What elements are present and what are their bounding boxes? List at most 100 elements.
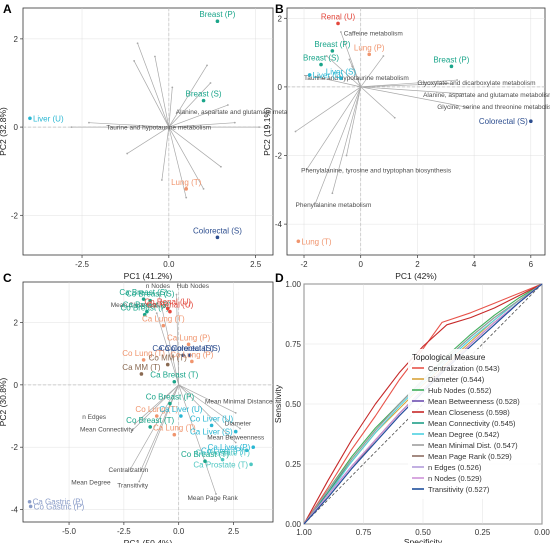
loading-vector — [88, 122, 169, 128]
point-label: Lung (T) — [171, 178, 202, 187]
loading-vector — [306, 86, 362, 170]
y-tick-label: 0.00 — [285, 520, 301, 529]
point-label: Colorectal (S) — [193, 226, 242, 235]
loading-vector-tip — [331, 192, 334, 195]
point-label: Co Liver (P) — [201, 446, 244, 455]
data-point — [215, 235, 220, 240]
data-point — [220, 457, 225, 462]
loading-vector-tip — [325, 55, 328, 57]
y-tick-label: 2 — [14, 319, 19, 328]
loading-vector-tip — [138, 480, 141, 483]
loading-vector-tip — [140, 468, 143, 470]
loading-vector-label: Mean Connectivity — [80, 427, 134, 434]
loading-vector-tip — [126, 152, 129, 155]
loading-vector — [178, 384, 236, 414]
data-point — [168, 401, 172, 406]
plot-frame — [22, 7, 274, 256]
x-tick-label: 2.5 — [250, 260, 262, 269]
point-label: Liver (U) — [313, 71, 344, 80]
point-label: Co Breast (S) — [126, 290, 175, 299]
point-label: Co Lung (T) — [122, 349, 165, 358]
loading-vector — [332, 86, 362, 194]
y-axis-title: PC2 (30.8%) — [0, 378, 8, 427]
loading-vector — [168, 122, 235, 128]
loading-vector-tip — [133, 60, 136, 62]
data-point — [27, 499, 32, 504]
legend-entry: Hub Nodes (0.552) — [428, 386, 492, 395]
x-tick-label: -2 — [300, 260, 308, 269]
loading-vector-label: Diameter — [225, 420, 252, 427]
loading-vector — [138, 384, 180, 482]
legend-entry: Transitivity (0.527) — [428, 485, 490, 494]
point-label: Renal (U) — [321, 12, 356, 21]
x-tick-label: 0.75 — [356, 528, 372, 537]
y-tick-label: 0 — [14, 381, 19, 390]
loading-vector-tip — [447, 82, 450, 85]
point-label: Ca Gastric (P) — [33, 498, 84, 507]
data-point — [529, 119, 533, 124]
loading-vector — [295, 86, 361, 132]
loading-vector — [360, 86, 463, 95]
loading-vector-tip — [175, 293, 178, 296]
loading-vector-tip — [382, 55, 385, 57]
x-axis-title: PC1 (41.2%) — [124, 271, 173, 281]
point-label: Ca Lung (P) — [167, 333, 210, 342]
point-label: Co Prostate (T) — [195, 449, 250, 458]
data-point — [319, 62, 323, 67]
loading-vector — [141, 384, 180, 470]
loading-vector — [315, 76, 361, 88]
data-point — [307, 73, 312, 77]
x-tick-label: 6 — [529, 260, 534, 269]
loading-vector — [161, 127, 170, 181]
point-label: Breast (P) — [433, 55, 469, 64]
legend-entry: Diameter (0.544) — [428, 375, 485, 384]
point-label: Breast (P) — [199, 10, 235, 19]
point-label: Ca Breast (S) — [119, 288, 168, 297]
point-label: Liver (S) — [326, 67, 357, 76]
point-label: Ca Renal (U) — [147, 301, 194, 310]
data-point — [330, 49, 335, 53]
loading-vector — [176, 294, 180, 385]
loading-vector — [340, 31, 362, 88]
loading-vector-label: Alanine, aspartate and glutamate metabol… — [176, 109, 306, 116]
y-tick-label: -4 — [275, 220, 283, 229]
y-tick-label: -2 — [11, 443, 19, 452]
loading-vector-label: Transitivity — [117, 483, 149, 490]
data-point — [339, 76, 343, 81]
loading-vector — [326, 55, 361, 88]
loading-vector-tip — [339, 31, 342, 33]
x-tick-label: 0.25 — [475, 528, 491, 537]
data-point — [145, 309, 149, 314]
panel-label-d: D — [275, 271, 284, 285]
x-tick-label: 0.00 — [534, 528, 550, 537]
data-point — [141, 297, 146, 301]
loading-vector — [130, 384, 180, 470]
point-label: Ca Breast (T) — [150, 371, 198, 380]
loading-vector-tip — [215, 493, 217, 495]
loading-vector-tip — [233, 121, 236, 124]
legend-entry: Mean Betweenness (0.528) — [428, 397, 520, 406]
loading-vector-tip — [155, 312, 158, 315]
point-label: Co Breast (T) — [126, 416, 174, 425]
loading-vector-tip — [393, 116, 396, 119]
loading-vector — [133, 60, 170, 128]
loading-vector-tip — [226, 104, 229, 106]
point-label: Ca Lung (T) — [142, 315, 185, 324]
x-tick-label: -2.5 — [117, 527, 131, 536]
loading-vector — [360, 86, 469, 108]
point-label: Co Colorectal (S) — [159, 344, 221, 353]
y-axis-title: PC2 (19.1%) — [262, 107, 272, 156]
loading-vector-tip — [239, 427, 242, 430]
data-point — [203, 459, 207, 464]
data-point — [186, 342, 191, 347]
data-point — [187, 353, 192, 358]
data-point — [148, 425, 152, 429]
point-label: Liver (U) — [33, 114, 64, 123]
x-tick-label: 0.0 — [173, 527, 185, 536]
x-axis-title: PC1 (50.4%) — [124, 538, 173, 543]
panel-label-a: A — [3, 2, 12, 16]
loading-vector-tip — [202, 187, 205, 190]
panel-d-roc-curves: 1.00 0.75 0.50 0.25 0.00 0.00 0.25 0.50 0.75 1.00… — [273, 280, 550, 543]
chance-diagonal — [303, 283, 543, 525]
y-tick-label: 0 — [278, 83, 283, 92]
